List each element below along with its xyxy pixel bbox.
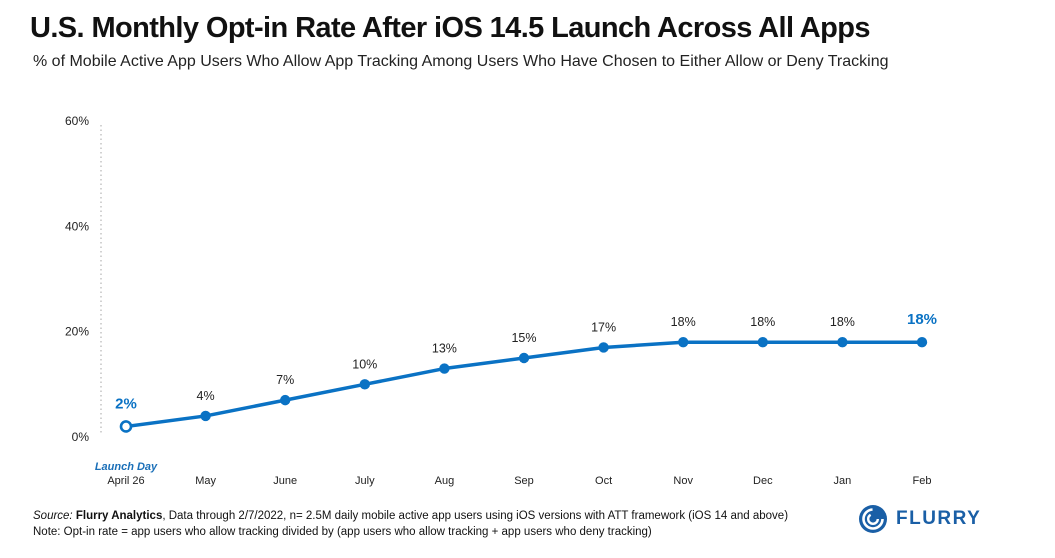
data-label: 18% [671,315,696,329]
source-prefix: Source: [33,510,73,522]
x-tick-label: Sep [514,475,534,487]
note-line: Note: Opt-in rate = app users who allow … [33,526,652,538]
x-tick-label: Feb [913,475,932,487]
source-line: Source: Flurry Analytics, Data through 2… [33,508,788,524]
x-tick-label: July [355,475,375,487]
data-point [359,379,370,390]
x-tick-label: April 26 [107,475,144,487]
x-tick-label: June [273,475,297,487]
y-tick-label: 60% [65,114,89,128]
data-label: 18% [750,315,775,329]
x-tick-label: Jan [834,475,852,487]
data-label: 13% [432,342,457,356]
data-point [280,394,291,406]
source-text: , Data through 2/7/2022, n= 2.5M daily m… [162,510,789,522]
flurry-logo: FLURRY [858,504,981,534]
x-tick-label: Nov [673,475,693,487]
y-tick-label: 20% [65,325,89,339]
data-point [200,410,211,422]
data-label: 15% [511,331,536,345]
chart-title: U.S. Monthly Opt-in Rate After iOS 14.5 … [30,12,871,44]
data-label: 7% [276,373,294,387]
flurry-swirl-icon [859,505,887,533]
flurry-wordmark: FLURRY [896,508,982,529]
x-tick-label: May [195,475,216,487]
data-point [678,337,689,348]
data-point [598,342,609,353]
data-label: 18% [907,311,937,328]
data-label: 2% [115,395,137,412]
x-tick-label: Oct [595,475,612,487]
y-tick-label: 40% [65,219,89,233]
data-point [757,337,768,348]
data-label: 18% [830,315,855,329]
data-point [837,337,848,348]
data-label: 17% [591,320,616,334]
source-name: Flurry Analytics [75,510,163,522]
launch-day-annotation: Launch Day [95,461,158,473]
chart-subtitle: % of Mobile Active App Users Who Allow A… [33,53,889,70]
line-chart: 0% 20% 40% 60% April 26 May June July Aug Sep Oct N… [65,114,937,487]
x-tick-label: Aug [435,475,455,487]
data-point-hollow [119,420,133,433]
data-label: 10% [352,357,377,371]
data-point [439,363,450,374]
data-label: 4% [197,389,215,403]
y-tick-label: 0% [72,430,90,444]
footnote: Source: Flurry Analytics, Data through 2… [33,508,788,540]
data-point [916,337,928,348]
data-point [518,352,530,364]
x-tick-label: Dec [753,475,773,487]
